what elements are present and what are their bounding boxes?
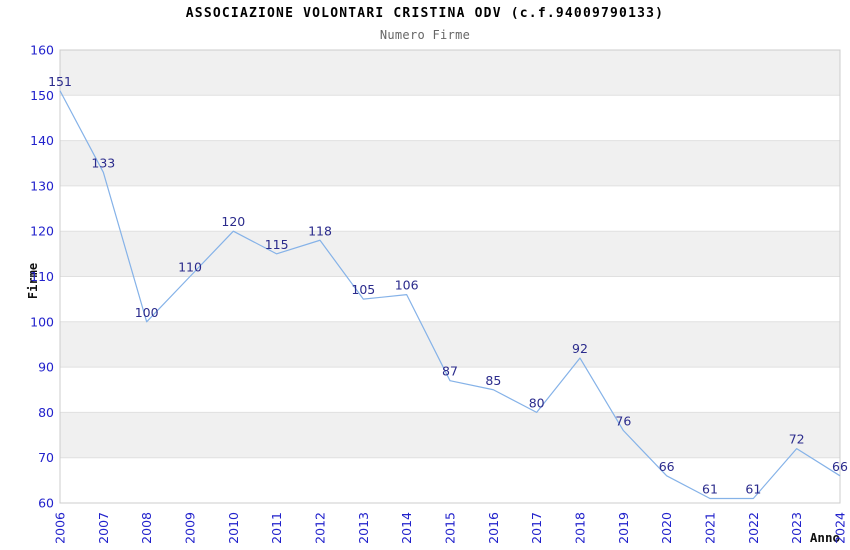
data-point-label: 66: [659, 459, 675, 474]
data-point-label: 72: [789, 432, 805, 447]
x-tick-label: 2018: [573, 512, 588, 544]
y-tick-label: 110: [30, 269, 54, 284]
y-tick-label: 150: [30, 88, 54, 103]
x-tick-label: 2013: [356, 512, 371, 544]
x-tick-label: 2014: [399, 512, 414, 544]
x-axis-title: Anno: [809, 530, 840, 545]
data-point-label: 85: [485, 373, 501, 388]
y-tick-label: 140: [30, 133, 54, 148]
y-tick-label: 120: [30, 224, 54, 239]
data-point-label: 151: [48, 74, 72, 89]
y-tick-label: 130: [30, 178, 54, 193]
data-point-label: 120: [221, 214, 245, 229]
data-point-label: 105: [351, 282, 375, 297]
y-tick-label: 100: [30, 314, 54, 329]
y-tick-label: 80: [38, 405, 54, 420]
x-tick-label: 2022: [746, 512, 761, 544]
plot-band: [60, 140, 840, 186]
data-point-label: 66: [832, 459, 848, 474]
x-tick-label: 2012: [313, 512, 328, 544]
x-tick-label: 2016: [486, 512, 501, 544]
data-line: [59, 90, 841, 500]
data-point-label: 115: [265, 237, 289, 252]
data-point-label: 100: [135, 305, 159, 320]
plot-band: [60, 231, 840, 277]
plot-band: [60, 412, 840, 458]
chart-title: ASSOCIAZIONE VOLONTARI CRISTINA ODV (c.f…: [185, 6, 665, 21]
data-point-label: 118: [308, 223, 332, 238]
x-tick-label: 2023: [789, 512, 804, 544]
x-tick-label: 2010: [226, 512, 241, 544]
data-point-label: 92: [572, 341, 588, 356]
data-point-label: 133: [91, 155, 115, 170]
data-point-label: 87: [442, 364, 458, 379]
y-tick-label: 160: [30, 43, 54, 58]
x-tick-label: 2015: [443, 512, 458, 544]
y-tick-label: 60: [38, 496, 54, 511]
data-point-label: 110: [178, 260, 202, 275]
x-tick-label: 2009: [183, 512, 198, 544]
x-tick-label: 2020: [659, 512, 674, 544]
chart-subtitle: Numero Firme: [379, 28, 471, 42]
x-tick-label: 2017: [529, 512, 544, 544]
x-tick-label: 2019: [616, 512, 631, 544]
x-tick-label: 2006: [53, 512, 68, 544]
y-tick-label: 70: [38, 450, 54, 465]
plot-band: [60, 50, 840, 96]
x-tick-label: 2011: [269, 512, 284, 544]
data-point-label: 80: [529, 395, 545, 410]
x-tick-label: 2007: [96, 512, 111, 544]
data-point-label: 106: [395, 278, 419, 293]
data-point-label: 61: [745, 481, 761, 496]
x-tick-label: 2008: [139, 512, 154, 544]
x-tick-label: 2021: [703, 512, 718, 544]
data-point-label: 76: [615, 414, 631, 429]
plot-border: [59, 49, 841, 504]
data-point-label: 61: [702, 481, 718, 496]
plot-band: [60, 321, 840, 368]
y-tick-label: 90: [38, 360, 54, 375]
x-tick-label: 2024: [833, 512, 848, 544]
